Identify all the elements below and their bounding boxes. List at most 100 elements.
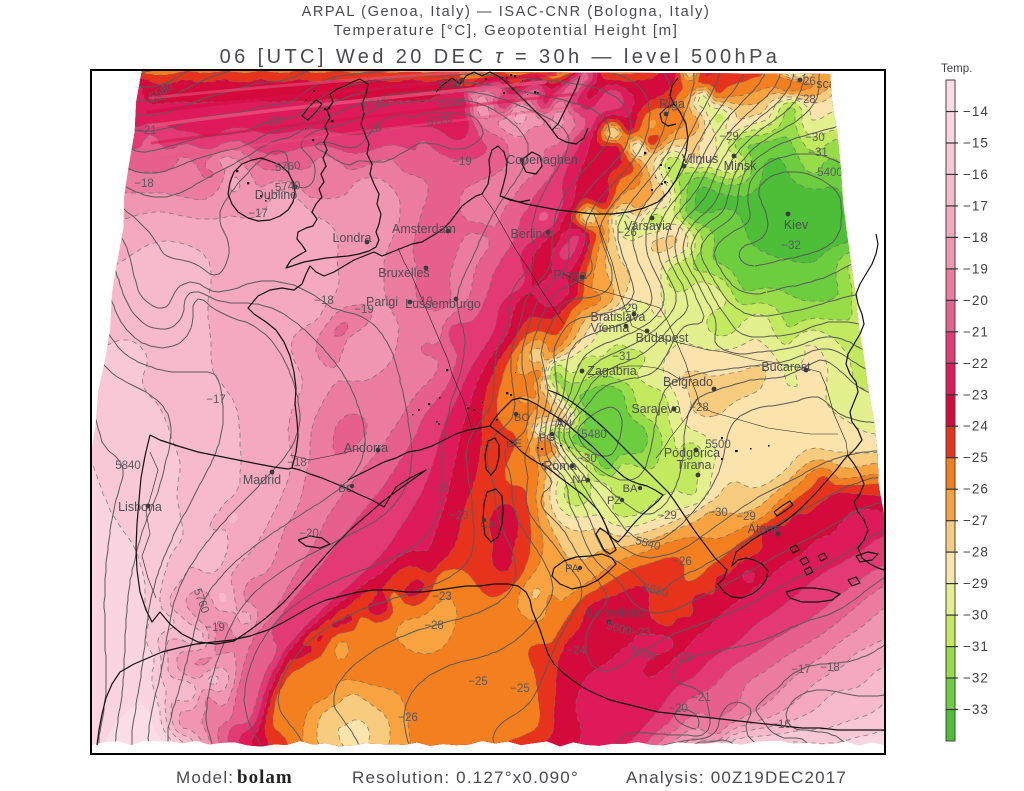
svg-text:−25: −25 <box>510 683 530 695</box>
svg-text:PA: PA <box>565 563 580 575</box>
svg-text:−31: −31 <box>612 351 632 363</box>
svg-text:−17: −17 <box>963 198 989 213</box>
svg-text:−29: −29 <box>963 576 989 591</box>
svg-text:Parigi: Parigi <box>366 295 398 309</box>
svg-text:−23: −23 <box>963 387 989 402</box>
svg-text:−20: −20 <box>261 115 282 130</box>
svg-text:−28: −28 <box>689 402 709 414</box>
svg-text:Lisbona: Lisbona <box>118 500 162 514</box>
svg-text:Amsterdam: Amsterdam <box>392 222 456 236</box>
svg-text:−29: −29 <box>657 510 677 522</box>
svg-text:−26: −26 <box>796 76 816 88</box>
svg-text:NA: NA <box>572 474 588 486</box>
svg-text:−26: −26 <box>398 712 418 724</box>
svg-text:−19: −19 <box>963 261 989 276</box>
svg-text:−28: −28 <box>796 94 816 106</box>
svg-text:−19: −19 <box>354 304 374 316</box>
svg-text:5740: 5740 <box>274 180 301 194</box>
svg-text:Oslo: Oslo <box>439 77 465 91</box>
svg-text:Praga: Praga <box>553 268 586 282</box>
svg-text:Madrid: Madrid <box>243 473 281 487</box>
svg-text:−31: −31 <box>963 639 989 654</box>
svg-text:Podgorica: Podgorica <box>664 446 720 460</box>
svg-text:−23: −23 <box>432 591 452 603</box>
svg-text:Zagabria: Zagabria <box>587 364 636 378</box>
svg-text:−21: −21 <box>691 692 711 704</box>
svg-text:−31: −31 <box>808 147 828 159</box>
svg-text:Budapest: Budapest <box>636 331 689 345</box>
svg-text:−25: −25 <box>468 676 488 688</box>
svg-text:Model:: Model: <box>176 768 234 787</box>
svg-text:Dublino: Dublino <box>255 188 297 202</box>
svg-text:−18: −18 <box>820 662 840 674</box>
svg-text:Varsavia: Varsavia <box>624 219 672 233</box>
svg-text:−32: −32 <box>781 240 801 252</box>
svg-text:−30: −30 <box>963 608 989 623</box>
svg-text:−20: −20 <box>299 528 319 540</box>
svg-text:−20: −20 <box>963 293 989 308</box>
svg-text:−30: −30 <box>805 132 825 144</box>
svg-text:−27: −27 <box>963 513 989 528</box>
svg-text:ARPAL (Genoa, Italy) — ISAC-: ARPAL (Genoa, Italy) — ISAC-CNR (Bologna… <box>302 4 711 20</box>
svg-text:BO: BO <box>514 412 530 424</box>
svg-text:−29: −29 <box>618 303 638 315</box>
svg-text:Vienna: Vienna <box>591 321 630 335</box>
svg-text:Resolution: 0.127°x0.090°: Resolution: 0.127°x0.090° <box>352 768 579 787</box>
svg-text:La Valletta: La Valletta <box>587 606 645 620</box>
svg-text:5500: 5500 <box>705 439 731 451</box>
svg-text:−18: −18 <box>429 483 449 495</box>
svg-text:−19: −19 <box>452 156 472 168</box>
svg-text:PZ: PZ <box>607 495 621 507</box>
svg-text:−15: −15 <box>963 136 989 151</box>
svg-text:−23: −23 <box>631 627 651 639</box>
svg-text:Bucarest: Bucarest <box>761 360 811 374</box>
svg-text:Minsk: Minsk <box>724 159 757 173</box>
svg-text:Lussemburgo: Lussemburgo <box>405 297 481 311</box>
svg-text:Temp.: Temp. <box>941 63 972 75</box>
svg-text:5740: 5740 <box>361 97 388 112</box>
svg-text:−30: −30 <box>577 453 597 465</box>
svg-text:Berlino: Berlino <box>511 227 550 241</box>
svg-text:−17: −17 <box>791 664 811 676</box>
svg-text:BA: BA <box>623 483 638 495</box>
svg-text:−32: −32 <box>963 671 989 686</box>
svg-text:Kiev: Kiev <box>784 218 809 232</box>
svg-text:−21: −21 <box>137 125 157 137</box>
svg-text:−14: −14 <box>963 104 989 119</box>
svg-text:−24: −24 <box>963 419 989 434</box>
svg-text:−20: −20 <box>668 703 688 715</box>
svg-text:Londra: Londra <box>333 231 372 245</box>
svg-text:−29: −29 <box>736 511 756 523</box>
svg-text:Atene: Atene <box>748 522 781 536</box>
svg-text:−18: −18 <box>134 178 154 190</box>
svg-text:−23: −23 <box>449 510 469 522</box>
svg-text:5760: 5760 <box>274 160 301 174</box>
svg-text:5400: 5400 <box>817 167 843 179</box>
svg-text:Roma: Roma <box>543 459 576 473</box>
svg-text:5720: 5720 <box>426 113 453 128</box>
svg-text:−21: −21 <box>963 324 989 339</box>
svg-text:−18: −18 <box>314 295 334 307</box>
svg-text:−26: −26 <box>617 227 637 239</box>
svg-text:Bruxelles: Bruxelles <box>378 266 429 280</box>
svg-text:−25: −25 <box>963 450 989 465</box>
svg-text:Vilnius: Vilnius <box>682 152 719 166</box>
svg-text:−17: −17 <box>206 394 226 406</box>
svg-text:Temperature [°C], Geopotential: Temperature [°C], Geopotential Height [m… <box>333 22 678 39</box>
svg-text:−19: −19 <box>205 622 225 634</box>
svg-text:−16: −16 <box>771 719 791 731</box>
svg-text:−22: −22 <box>963 356 989 371</box>
svg-text:5740: 5740 <box>438 96 465 111</box>
svg-text:−29: −29 <box>719 131 739 143</box>
svg-text:Andorra: Andorra <box>344 441 389 455</box>
svg-text:−26: −26 <box>963 482 989 497</box>
svg-text:Copenaghen: Copenaghen <box>506 153 578 167</box>
svg-text:−16: −16 <box>963 167 989 182</box>
svg-text:−18: −18 <box>361 122 382 137</box>
svg-text:GE: GE <box>506 438 522 450</box>
svg-text:−28: −28 <box>963 545 989 560</box>
svg-text:5840: 5840 <box>115 460 141 472</box>
svg-text:Tirana: Tirana <box>677 458 712 472</box>
svg-text:−33: −33 <box>963 702 989 717</box>
svg-text:−17: −17 <box>248 208 268 220</box>
